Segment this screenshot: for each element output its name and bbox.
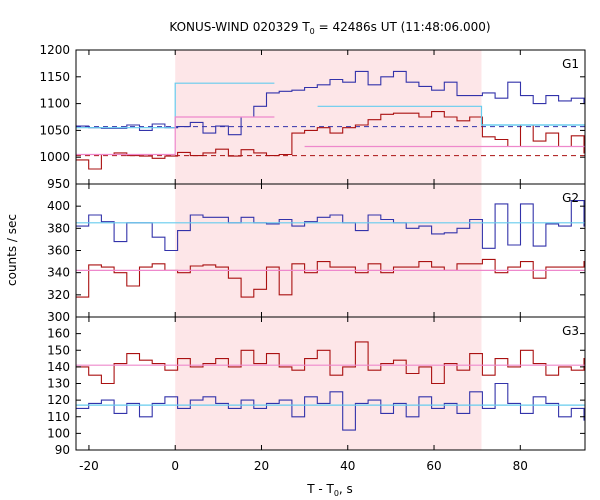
series-blue-step-0 [76, 70, 585, 136]
panel-label-g1: G1 [562, 57, 579, 71]
y-tick-label: 380 [47, 221, 70, 235]
y-tick-label: 150 [47, 343, 70, 357]
y-axis-label: counts / sec [5, 214, 19, 286]
y-tick-label: 100 [47, 426, 70, 440]
series-blue-step-0 [76, 200, 585, 252]
x-axis-label-rest: , s [339, 482, 353, 496]
chart-title-main: KONUS-WIND 020329 T [169, 20, 310, 34]
series-blue-step-0 [76, 382, 585, 431]
panel-series-group [76, 70, 585, 170]
y-tick-label: 160 [47, 327, 70, 341]
panel-g2: 300 320 340 360 380 400 G2 [47, 183, 586, 324]
panel-series-group [76, 200, 585, 298]
y-tick-label: 950 [47, 177, 70, 191]
x-tick-label: 20 [254, 459, 269, 473]
series-cyan-step-2 [76, 82, 275, 129]
plot-area: 95010001050110011501200G1300320340360380… [39, 43, 586, 473]
x-axis-label-subscript: 0 [334, 489, 339, 498]
panel-g3: 90 100 110 120 130 140 150 160 G3 [47, 316, 586, 457]
series-red-step-1 [76, 341, 585, 385]
shaded-interval [175, 184, 482, 317]
x-axis-label: T - T0, s [306, 482, 353, 498]
panel-label-g2: G2 [562, 191, 579, 205]
y-tick-label: 1200 [39, 43, 70, 57]
series-pink-step-5 [76, 116, 275, 156]
panel-g1: 950 1000 1050 1100 1150 1200 G1 [39, 43, 586, 191]
x-tick-label: 80 [513, 459, 528, 473]
chart-title: KONUS-WIND 020329 T0 = 42486s UT (11:48:… [169, 20, 490, 36]
x-tick-label: 40 [340, 459, 355, 473]
y-tick-label: 340 [47, 266, 70, 280]
x-tick-label: 0 [171, 459, 179, 473]
y-tick-label: 1000 [39, 150, 70, 164]
y-tick-label: 1150 [39, 70, 70, 84]
y-tick-label: 110 [47, 410, 70, 424]
shaded-interval [175, 317, 482, 450]
y-tick-label: 90 [55, 443, 70, 457]
y-tick-label: 320 [47, 288, 70, 302]
y-tick-label: 300 [47, 310, 70, 324]
y-tick-label: 360 [47, 244, 70, 258]
chart-title-subscript: 0 [310, 27, 315, 36]
series-red-step-1 [76, 258, 585, 298]
y-tick-label: 400 [47, 199, 70, 213]
panel-series-group [76, 341, 585, 431]
series-red-step-1 [76, 111, 585, 170]
y-tick-label: 140 [47, 360, 70, 374]
y-tick-label: 130 [47, 377, 70, 391]
panel-label-g3: G3 [562, 324, 579, 338]
y-tick-label: 1050 [39, 123, 70, 137]
x-axis-label-main: T - T [306, 482, 334, 496]
y-tick-label: 1100 [39, 97, 70, 111]
x-tick-label: 60 [426, 459, 441, 473]
chart-title-rest: = 42486s UT (11:48:06.000) [315, 20, 491, 34]
x-tick-label: -20 [79, 459, 99, 473]
y-tick-label: 120 [47, 393, 70, 407]
